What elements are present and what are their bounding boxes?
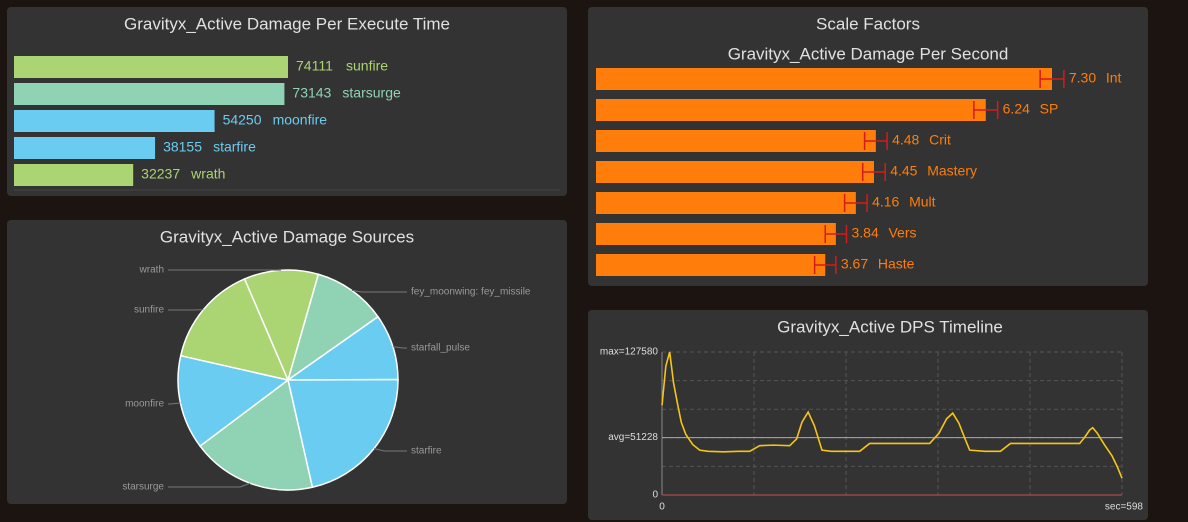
bar bbox=[14, 110, 215, 132]
value-label: 7.30 bbox=[1069, 70, 1096, 86]
bar bbox=[596, 223, 836, 245]
chart-title: Gravityx_Active Damage Per Execute Time bbox=[124, 14, 450, 33]
bar-label: Haste bbox=[878, 256, 915, 272]
error-bar bbox=[861, 163, 886, 181]
pie-slice bbox=[177, 354, 290, 448]
bar-label: wrath bbox=[190, 166, 225, 182]
bar-label: SP bbox=[1040, 101, 1059, 117]
x-tick-label: sec=598 bbox=[1105, 502, 1144, 513]
pie-slice bbox=[287, 378, 399, 489]
pie-slice bbox=[199, 378, 314, 491]
slice-label: starfire bbox=[411, 446, 442, 457]
y-tick-label: max=127580 bbox=[600, 347, 659, 358]
panel bbox=[588, 310, 1148, 520]
error-bar bbox=[813, 256, 837, 274]
bar-label: starfire bbox=[213, 139, 256, 155]
bar bbox=[14, 137, 156, 159]
bar bbox=[596, 192, 856, 214]
slice-label: fey_moonwing: fey_missile bbox=[411, 287, 531, 298]
pie-slice bbox=[243, 269, 320, 383]
x-tick-label: 0 bbox=[659, 502, 665, 513]
value-label: 74111 bbox=[296, 58, 333, 74]
bar bbox=[14, 83, 285, 105]
bar-label: starsurge bbox=[342, 85, 401, 101]
slice-label: wrath bbox=[139, 265, 164, 276]
value-label: 6.24 bbox=[1003, 101, 1030, 117]
error-bar bbox=[1039, 70, 1065, 88]
line bbox=[661, 351, 1123, 479]
error-bar bbox=[824, 225, 848, 243]
value-label: 54250 bbox=[223, 112, 262, 128]
chart-title: Gravityx_Active DPS Timeline bbox=[777, 317, 1003, 336]
bar bbox=[14, 164, 134, 186]
bar-label: Vers bbox=[888, 225, 916, 241]
value-label: 32237 bbox=[141, 166, 180, 182]
leader-line bbox=[373, 447, 407, 452]
value-label: 73143 bbox=[292, 85, 331, 101]
value-label: 3.67 bbox=[841, 256, 868, 272]
slice-label: starsurge bbox=[122, 482, 164, 493]
error-bar bbox=[863, 132, 888, 150]
value-label: 4.45 bbox=[890, 163, 917, 179]
leader-line bbox=[168, 402, 181, 405]
bar bbox=[14, 56, 288, 78]
bar bbox=[596, 130, 876, 152]
y-tick-label: avg=51228 bbox=[608, 432, 658, 443]
y-tick-label: 0 bbox=[652, 490, 658, 501]
slice-label: moonfire bbox=[125, 399, 164, 410]
chart-title: Gravityx_Active Damage Sources bbox=[160, 227, 414, 246]
pie-slice bbox=[286, 273, 380, 382]
bar bbox=[596, 161, 874, 183]
leader-line bbox=[392, 346, 407, 349]
bar-label: Mastery bbox=[927, 163, 977, 179]
chart-title: Scale Factors bbox=[816, 14, 920, 33]
error-bar bbox=[843, 194, 868, 212]
chart-subtitle: Gravityx_Active Damage Per Second bbox=[728, 44, 1009, 63]
value-label: 38155 bbox=[163, 139, 202, 155]
bar bbox=[596, 68, 1052, 90]
error-bar bbox=[973, 101, 999, 119]
slice-label: starfall_pulse bbox=[411, 343, 470, 354]
value-label: 4.16 bbox=[872, 194, 899, 210]
leader-line bbox=[351, 289, 407, 293]
leader-line bbox=[168, 482, 251, 488]
bar-label: sunfire bbox=[346, 58, 388, 74]
pie-slice bbox=[179, 277, 290, 382]
bar bbox=[596, 99, 986, 121]
value-label: 4.48 bbox=[892, 132, 919, 148]
bar-label: Mult bbox=[909, 194, 936, 210]
value-label: 3.84 bbox=[851, 225, 878, 241]
slice-label: sunfire bbox=[134, 305, 164, 316]
bar-label: Int bbox=[1106, 70, 1122, 86]
bar-label: Crit bbox=[929, 132, 951, 148]
bar-label: moonfire bbox=[273, 112, 328, 128]
bar bbox=[596, 254, 826, 276]
